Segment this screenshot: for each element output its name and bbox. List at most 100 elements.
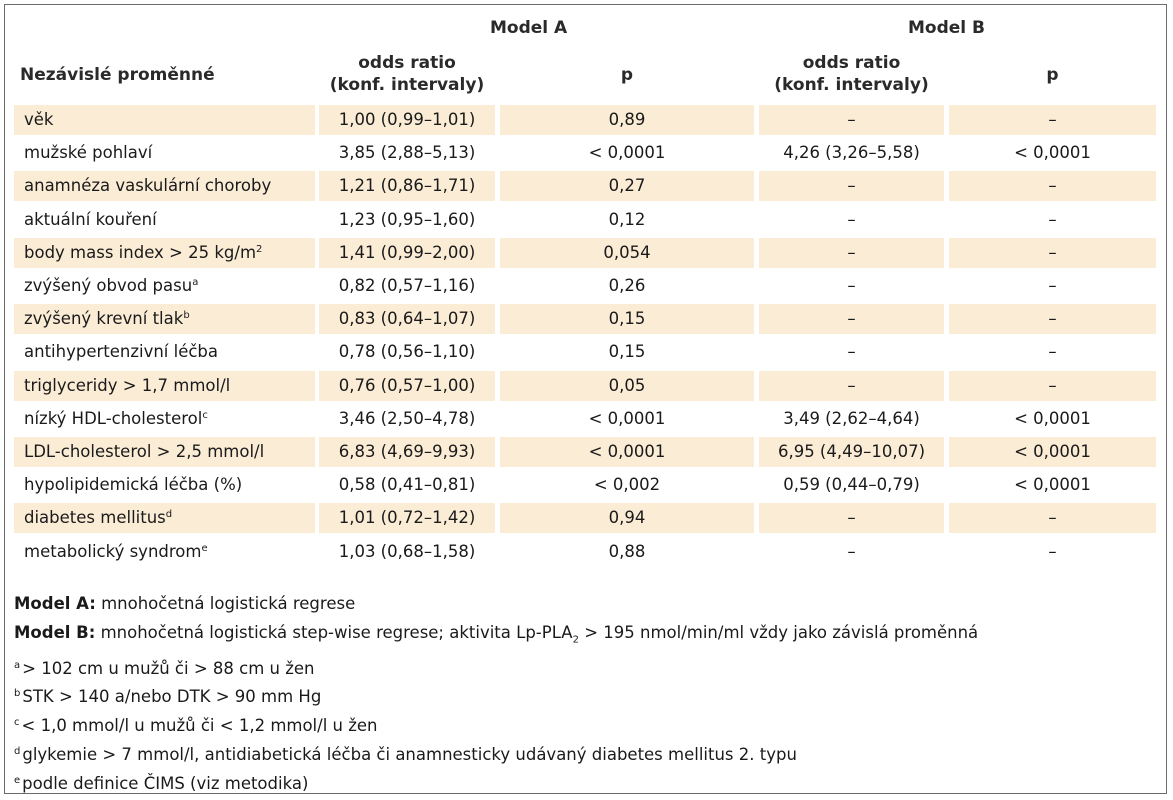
model-a-p-cell-text: 0,15 (608, 309, 646, 329)
model-a-or-cell-text: 0,58 (0,41–0,81) (338, 475, 476, 495)
footnote-mark: d (14, 745, 21, 757)
model-b-p-cell-text: – (1048, 209, 1057, 229)
variable-cell: LDL-cholesterol > 2,5 mmol/l (14, 437, 315, 467)
footnote-b: b STK > 140 a/nebo DTK > 90 mm Hg (14, 683, 1154, 712)
model-a-or-cell: 0,83 (0,64–1,07) (319, 304, 495, 335)
table-row: nízký HDL-cholesterolc 3,46 (2,50–4,78) < … (14, 404, 1161, 434)
table-row: antihypertenzivní léčba 0,78 (0,56–1,10) 0… (14, 337, 1161, 367)
model-b-or-cell: – (759, 271, 944, 301)
table-frame (4, 4, 1167, 794)
model-b-p-cell: < 0,0001 (949, 470, 1156, 500)
variable-cell-text: mužské pohlaví (24, 143, 153, 163)
model-a-or-cell-text: 0,76 (0,57–1,00) (338, 375, 476, 395)
model-a-or-cell-text: 0,82 (0,57–1,16) (338, 276, 476, 295)
variable-cell: anamnéza vaskulární choroby (14, 171, 315, 202)
footnote-marker: b (183, 310, 190, 322)
variable-column-header: Nezávislé proměnné (20, 65, 215, 85)
model-a-p-cell-text: < 0,0001 (588, 143, 666, 163)
model-b-or-cell: 6,95 (4,49–10,07) (759, 437, 944, 467)
model-b-p-cell-text: – (1048, 508, 1057, 528)
variable-cell: aktuální kouření (14, 205, 315, 235)
model-b-p-cell-text: – (1048, 375, 1057, 395)
model-b-p-cell-text: – (1048, 342, 1057, 362)
model-b-or-cell-text: 4,26 (3,26–5,58) (783, 143, 920, 163)
model-a-or-cell-text: 1,03 (0,68–1,58) (338, 541, 476, 561)
model-a-or-header: odds ratio (konf. intervaly) (319, 52, 495, 96)
model-b-or-cell-text: – (847, 242, 856, 262)
model-b-or-cell-text: – (847, 309, 856, 329)
model-b-p-cell-text: – (1048, 242, 1057, 262)
note-model-a-label: Model A: (14, 594, 96, 613)
model-a-or-cell-text: 1,00 (0,99–1,01) (338, 110, 476, 129)
model-a-or-cell-text: 0,83 (0,64–1,07) (338, 309, 476, 329)
model-b-or-header: odds ratio (konf. intervaly) (759, 52, 944, 96)
model-b-p-cell: – (949, 171, 1156, 202)
model-a-p-cell: 0,05 (500, 370, 754, 401)
model-b-p-cell: < 0,0001 (949, 138, 1156, 168)
model-a-or-cell: 0,58 (0,41–0,81) (319, 470, 495, 500)
footnote-marker: c (202, 409, 208, 421)
variable-cell-text: LDL-cholesterol > 2,5 mmol/l (24, 442, 265, 461)
model-b-p-cell: – (949, 105, 1156, 135)
variable-cell-text: nízký HDL-cholesterol (24, 408, 203, 428)
model-b-p-cell: – (949, 271, 1156, 301)
variable-cell: věk (14, 105, 315, 135)
table-row: zvýšený krevní tlakb 0,83 (0,64–1,07) 0,15… (14, 304, 1161, 335)
model-b-p-cell: – (949, 503, 1156, 534)
variable-cell-text: diabetes mellitus (24, 508, 166, 528)
model-b-or-cell: – (759, 537, 944, 567)
model-a-or-cell-text: 3,85 (2,88–5,13) (338, 143, 476, 163)
footnote-e: e podle definice ČIMS (viz metodika) (14, 770, 1154, 799)
model-b-p-cell: – (949, 237, 1156, 268)
variable-cell: mužské pohlaví (14, 138, 315, 168)
note-model-b-label: Model B: (14, 622, 96, 642)
variable-cell: metabolický syndrome (14, 537, 315, 567)
model-a-p-cell: 0,15 (500, 337, 754, 367)
footnote-mark: e (14, 774, 21, 786)
model-b-or-cell: – (759, 337, 944, 367)
model-b-or-cell-text: – (847, 541, 856, 561)
note-model-b-subscript: 2 (572, 634, 579, 645)
model-b-or-cell-text: 3,49 (2,62–4,64) (783, 408, 920, 428)
note-model-b-text-1: mnohočetná logistická step-wise regrese;… (95, 622, 573, 642)
model-b-p-cell: < 0,0001 (949, 437, 1156, 467)
model-b-p-cell-text: < 0,0001 (1014, 475, 1091, 495)
footnote-marker: a (192, 277, 199, 288)
variable-cell: hypolipidemická léčba (%) (14, 470, 315, 500)
model-b-or-cell-text: – (847, 209, 856, 229)
model-a-or-cell-text: 1,01 (0,72–1,42) (338, 508, 476, 528)
or-header-line1: odds ratio (802, 53, 901, 73)
model-b-p-cell: – (949, 537, 1156, 567)
model-a-p-cell-text: 0,89 (608, 110, 646, 129)
model-a-p-header: p (620, 65, 634, 85)
variable-cell: zvýšený krevní tlakb (14, 304, 315, 335)
variable-cell-text: metabolický syndrom (24, 541, 202, 561)
note-model-b-text-2: > 195 nmol/min/ml vždy jako závislá prom… (578, 622, 979, 642)
variable-cell: nízký HDL-cholesterolc (14, 404, 315, 434)
variable-cell: body mass index > 25 kg/m2 (14, 237, 315, 268)
model-a-or-cell-text: 3,46 (2,50–4,78) (338, 408, 476, 428)
model-a-or-cell: 0,76 (0,57–1,00) (319, 370, 495, 401)
footnote-a: a > 102 cm u mužů či > 88 cm u žen (14, 655, 1154, 684)
table-row: věk 1,00 (0,99–1,01) 0,89 – – (14, 105, 1161, 135)
model-a-p-cell: < 0,0001 (500, 138, 754, 168)
variable-cell-text: zvýšený obvod pasu (24, 276, 193, 295)
footnote-text: > 102 cm u mužů či > 88 cm u žen (22, 658, 315, 678)
model-b-p-cell: < 0,0001 (949, 404, 1156, 434)
footnote-marker: 2 (256, 243, 263, 255)
or-header-line2: (konf. intervaly) (329, 75, 485, 95)
model-b-p-header: p (1046, 65, 1059, 85)
model-a-p-cell-text: 0,15 (608, 342, 646, 362)
model-b-or-cell: – (759, 304, 944, 335)
model-b-or-cell: 0,59 (0,44–0,79) (759, 470, 944, 500)
variable-cell-text: aktuální kouření (24, 209, 157, 229)
model-a-or-cell: 0,82 (0,57–1,16) (319, 271, 495, 301)
variable-cell-text: triglyceridy > 1,7 mmol/l (24, 375, 231, 395)
table-row: hypolipidemická léčba (%) 0,58 (0,41–0,81… (14, 470, 1161, 500)
table-row: diabetes mellitusd 1,01 (0,72–1,42) 0,94 – – (14, 503, 1161, 534)
model-b-p-cell: – (949, 304, 1156, 335)
table-row: zvýšený obvod pasua 0,82 (0,57–1,16) 0,26 –… (14, 271, 1161, 301)
or-header-line2: (konf. intervaly) (774, 75, 929, 95)
model-a-or-cell: 0,78 (0,56–1,10) (319, 337, 495, 367)
model-a-or-cell: 1,23 (0,95–1,60) (319, 205, 495, 235)
